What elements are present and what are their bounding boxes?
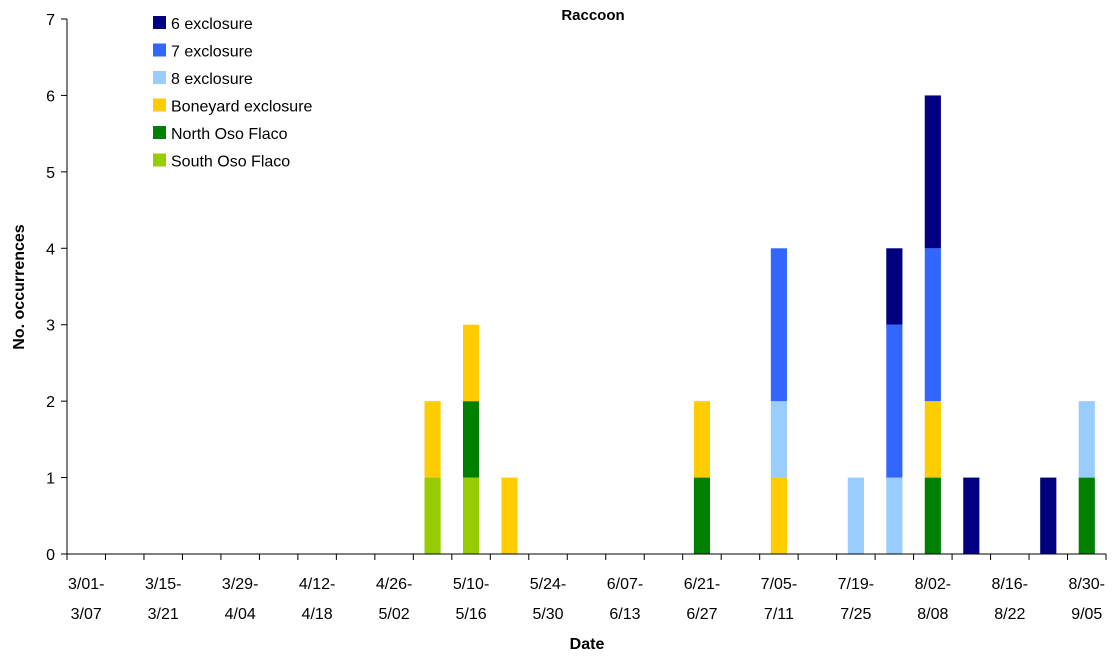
x-tick-label: 3/21: [148, 606, 179, 623]
x-tick-label: 3/01-: [68, 576, 104, 593]
x-tick-label: 5/16: [455, 606, 486, 623]
x-tick-label: 7/05-: [761, 576, 797, 593]
bar-segment: [770, 477, 787, 554]
x-tick-label: 5/30: [532, 606, 563, 623]
legend-swatch: [153, 43, 166, 57]
x-tick-label: 5/10-: [453, 576, 489, 593]
y-axis-title: No. occurrences: [11, 224, 28, 349]
axes-layer: 0 1 2 3 4 5 6 7 3/01- 3/07 3/15- 3/21 3/29- 4/04 4/12-…: [46, 12, 1107, 623]
bar-segment: [924, 401, 941, 478]
y-tick-label: 6: [46, 88, 55, 105]
bars-layer: [424, 95, 1095, 554]
x-tick-label: 9/05: [1071, 606, 1102, 623]
y-tick-label: 1: [46, 471, 55, 488]
y-tick-label: 7: [46, 12, 55, 29]
bar-segment: [424, 477, 441, 554]
x-tick-label: 4/26-: [376, 576, 412, 593]
x-tick-label: 8/02-: [915, 576, 951, 593]
x-tick-label: 7/11: [764, 606, 794, 623]
bar-segment: [1078, 401, 1095, 478]
x-tick-label: 7/19-: [838, 576, 874, 593]
x-tick-label: 8/30-: [1069, 576, 1105, 593]
legend: 6 exclosure 7 exclosure 8 exclosure Boneyar…: [153, 16, 313, 171]
legend-label: North Oso Flaco: [171, 126, 288, 143]
legend-swatch: [153, 98, 166, 112]
x-tick-label: 6/27: [686, 606, 717, 623]
y-tick-label: 4: [46, 241, 55, 258]
x-tick-label: 8/22: [994, 606, 1025, 623]
bar-segment: [462, 324, 480, 402]
y-tick-label: 3: [46, 318, 55, 335]
x-tick-label: 6/13: [609, 606, 640, 623]
x-tick-label: 8/16-: [992, 576, 1028, 593]
legend-label: Boneyard exclosure: [171, 99, 313, 116]
bar-segment: [770, 401, 787, 478]
x-tick-label: 6/21-: [684, 576, 720, 593]
bar-segment: [693, 477, 711, 554]
x-tick-label: 6/07-: [607, 576, 643, 593]
x-tick-label: 5/24-: [530, 576, 566, 593]
chart-title: Raccoon: [561, 7, 624, 24]
x-tick-label: 3/29-: [222, 576, 258, 593]
bar-segment: [963, 477, 980, 554]
x-tick-label: 3/07: [71, 606, 102, 623]
x-tick-label: 3/15-: [145, 576, 181, 593]
x-tick-label: 5/02: [379, 606, 410, 623]
bar-segment: [462, 477, 480, 554]
legend-swatch: [153, 16, 166, 29]
x-tick-label: 4/12-: [299, 576, 335, 593]
y-tick-label: 0: [46, 547, 55, 564]
bar-segment: [886, 248, 903, 325]
legend-label: South Oso Flaco: [171, 154, 290, 171]
bar-segment: [462, 401, 480, 478]
x-tick-label: 4/18: [302, 606, 333, 623]
bar-segment: [886, 324, 903, 478]
legend-label: 8 exclosure: [171, 71, 253, 88]
bar-segment: [693, 401, 711, 478]
bar-segment: [924, 95, 941, 249]
x-axis-title: Date: [570, 636, 605, 653]
bar-segment: [501, 477, 518, 554]
legend-label: 6 exclosure: [171, 16, 253, 33]
legend-swatch: [153, 126, 166, 139]
bar-segment: [924, 477, 941, 554]
legend-label: 7 exclosure: [171, 44, 253, 61]
bar-segment: [924, 248, 941, 402]
x-tick-label: 7/25: [840, 606, 871, 623]
bar-segment: [886, 477, 903, 554]
y-tick-label: 2: [46, 394, 55, 411]
legend-swatch: [153, 153, 166, 167]
bar-segment: [424, 401, 441, 478]
bar-segment: [847, 477, 864, 554]
x-tick-label: 8/08: [917, 606, 948, 623]
bar-segment: [1040, 477, 1057, 554]
y-tick-label: 5: [46, 165, 55, 182]
bar-segment: [1078, 477, 1095, 554]
bar-segment: [770, 248, 787, 402]
legend-swatch: [153, 71, 166, 84]
x-tick-label: 4/04: [225, 606, 256, 623]
